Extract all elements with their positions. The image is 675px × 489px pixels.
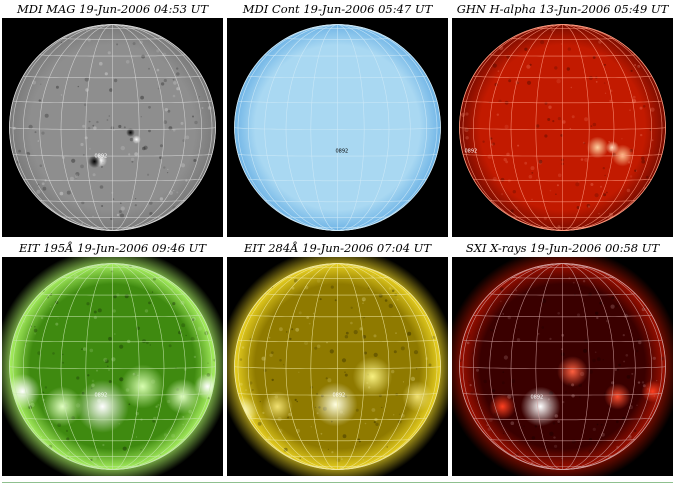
panel-caption: SXI X-rays 19-Jun-2006 00:58 UT <box>465 241 660 255</box>
active-region-label: 0892 <box>95 393 108 399</box>
limb-outline <box>459 24 666 231</box>
sun-image[interactable]: 0892 <box>227 18 448 237</box>
sun-disk-svg: 0892 <box>234 24 441 231</box>
active-region <box>313 382 358 427</box>
surface-features <box>234 267 438 470</box>
active-region <box>126 128 135 137</box>
active-region <box>262 391 293 422</box>
limb-outline <box>459 263 666 470</box>
sun-disk-svg: 0892 <box>9 24 216 231</box>
active-region <box>120 364 165 409</box>
active-region <box>586 136 609 159</box>
panel-caption: MDI MAG 19-Jun-2006 04:53 UT <box>16 2 209 16</box>
panel-mdi-cont: MDI Cont 19-Jun-2006 05:47 UT 0892 <box>227 0 448 237</box>
sun-image[interactable]: 0892 <box>227 257 448 476</box>
active-region <box>489 393 516 420</box>
active-region <box>402 381 433 412</box>
active-region <box>604 383 631 410</box>
panel-mdi-mag: MDI MAG 19-Jun-2006 04:53 UT 0892 <box>2 0 223 237</box>
active-region <box>132 135 141 144</box>
sun-image[interactable]: 0892 <box>2 18 223 237</box>
active-region <box>352 356 393 397</box>
sun-image[interactable]: 0892 <box>452 18 673 237</box>
active-region-label: 0892 <box>333 393 346 399</box>
limb-outline <box>9 263 216 470</box>
active-region <box>87 154 102 169</box>
panel-caption: EIT 284Å 19-Jun-2006 07:04 UT <box>243 241 432 255</box>
sun-disk-svg: 0892 <box>452 257 673 476</box>
active-region-label: 0892 <box>95 154 108 160</box>
sun-disk-svg: 0892 <box>459 24 666 231</box>
sun-image[interactable]: 0892 <box>452 257 673 476</box>
active-region <box>641 380 664 403</box>
sun-disk-svg: 0892 <box>227 257 448 476</box>
active-region <box>520 386 561 427</box>
active-region-label: 0892 <box>336 149 349 155</box>
bottom-divider <box>2 482 673 483</box>
active-region-label: 0892 <box>531 395 544 401</box>
sun-disk-svg: 0892 <box>2 257 223 476</box>
panel-eit-195: EIT 195Å 19-Jun-2006 09:46 UT 0892 <box>2 239 223 476</box>
active-region-label: 0892 <box>465 149 478 155</box>
limb-outline <box>234 263 441 470</box>
surface-features <box>461 29 655 231</box>
panel-caption: EIT 195Å 19-Jun-2006 09:46 UT <box>18 241 207 255</box>
limb-outline <box>234 24 441 231</box>
panel-caption: GHN H-alpha 13-Jun-2006 05:49 UT <box>456 2 669 16</box>
sun-image[interactable]: 0892 <box>2 257 223 476</box>
panel-sxi-xray: SXI X-rays 19-Jun-2006 00:58 UT 0892 <box>452 239 673 476</box>
heliographic-grid <box>234 263 441 470</box>
active-region <box>605 140 620 155</box>
limb-outline <box>9 24 216 231</box>
active-region <box>557 356 588 387</box>
active-region <box>42 386 83 427</box>
panel-eit-284: EIT 284Å 19-Jun-2006 07:04 UT 0892 <box>227 239 448 476</box>
panel-h-alpha: GHN H-alpha 13-Jun-2006 05:49 UT 0892 <box>452 0 673 237</box>
panel-caption: MDI Cont 19-Jun-2006 05:47 UT <box>242 2 433 16</box>
